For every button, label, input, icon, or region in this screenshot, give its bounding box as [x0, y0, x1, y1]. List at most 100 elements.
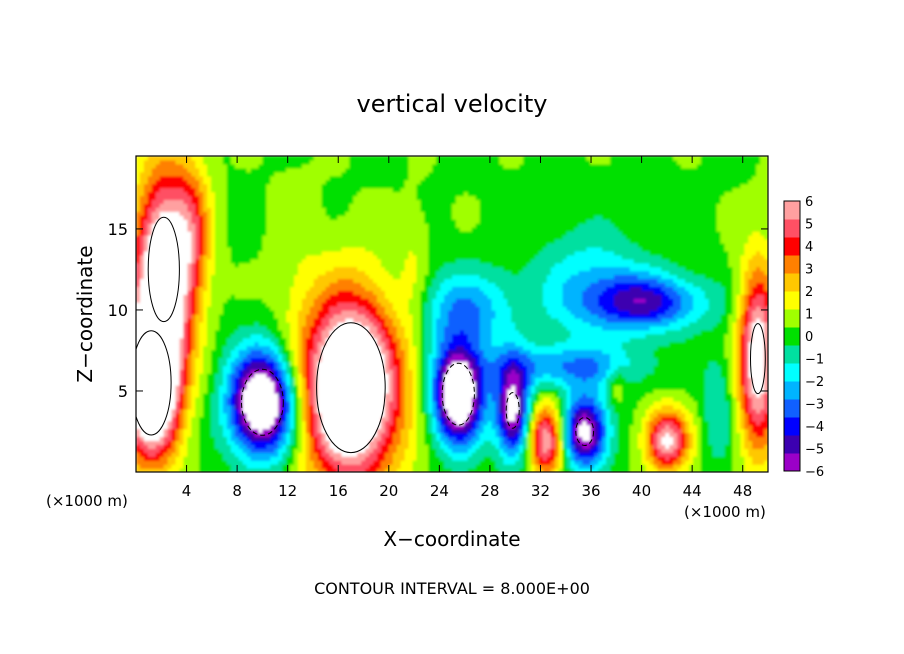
- heatmap-cell: [586, 404, 591, 410]
- heatmap-cell: [175, 424, 181, 430]
- heatmap-cell: [570, 408, 576, 414]
- heatmap-cell: [274, 432, 279, 438]
- heatmap-cell: [606, 385, 611, 390]
- heatmap-cell: [455, 428, 461, 434]
- heatmap-cell: [222, 464, 228, 469]
- heatmap-cell: [254, 373, 260, 378]
- heatmap-cell: [704, 424, 710, 430]
- heatmap-cell: [179, 408, 184, 414]
- heatmap-cell: [475, 412, 481, 418]
- heatmap-cell: [392, 464, 398, 469]
- heatmap-cell: [689, 420, 694, 426]
- heatmap-cell: [313, 468, 319, 472]
- heatmap-cell: [373, 404, 378, 410]
- heatmap-cell: [511, 444, 516, 449]
- heatmap-cell: [736, 373, 741, 378]
- heatmap-cell: [756, 381, 761, 386]
- heatmap-cell: [744, 389, 749, 394]
- heatmap-cell: [218, 349, 224, 355]
- heatmap-cell: [404, 460, 410, 465]
- heatmap-cell: [503, 357, 508, 362]
- heatmap-cell: [511, 377, 516, 382]
- heatmap-cell: [211, 428, 216, 434]
- heatmap-cell: [286, 460, 291, 465]
- heatmap-cell: [495, 420, 500, 426]
- heatmap-cell: [420, 349, 425, 355]
- heatmap-cell: [222, 436, 228, 441]
- heatmap-cell: [136, 353, 141, 359]
- heatmap-cell: [203, 436, 208, 441]
- heatmap-cell: [353, 404, 358, 410]
- heatmap-cell: [266, 404, 271, 410]
- heatmap-cell: [199, 404, 204, 410]
- heatmap-cell: [325, 365, 331, 370]
- heatmap-cell: [195, 448, 200, 453]
- heatmap-cell: [380, 393, 386, 398]
- heatmap-cell: [487, 365, 493, 370]
- heatmap-cell: [420, 432, 425, 438]
- heatmap-cell: [542, 460, 548, 465]
- heatmap-cell: [436, 424, 441, 430]
- heatmap-cell: [258, 404, 263, 410]
- heatmap-cell: [218, 424, 224, 430]
- heatmap-cell: [531, 428, 536, 434]
- heatmap-cell: [329, 349, 335, 355]
- heatmap-cell: [598, 436, 603, 441]
- heatmap-cell: [629, 440, 635, 445]
- heatmap-cell: [748, 389, 753, 394]
- heatmap-cell: [242, 349, 248, 355]
- heatmap-cell: [752, 428, 757, 434]
- heatmap-cell: [610, 452, 615, 457]
- heatmap-cell: [412, 436, 418, 441]
- heatmap-cell: [534, 444, 540, 449]
- heatmap-cell: [558, 365, 564, 370]
- heatmap-cell: [760, 432, 765, 438]
- heatmap-cell: [436, 412, 441, 418]
- heatmap-cell: [602, 381, 607, 386]
- heatmap-cell: [365, 357, 370, 362]
- heatmap-cell: [657, 389, 662, 394]
- heatmap-cell: [380, 444, 386, 449]
- heatmap-cell: [286, 452, 291, 457]
- heatmap-cell: [376, 464, 382, 469]
- heatmap-cell: [586, 420, 591, 426]
- heatmap-cell: [487, 357, 493, 362]
- heatmap-cell: [309, 349, 315, 355]
- heatmap-cell: [602, 452, 607, 457]
- heatmap-cell: [203, 424, 208, 430]
- heatmap-cell: [538, 436, 544, 441]
- heatmap-cell: [704, 468, 710, 472]
- heatmap-cell: [329, 365, 335, 370]
- heatmap-cell: [602, 389, 607, 394]
- heatmap-cell: [570, 389, 576, 394]
- heatmap-cell: [254, 424, 260, 430]
- heatmap-cell: [534, 349, 540, 355]
- heatmap-cell: [610, 404, 615, 410]
- heatmap-cell: [681, 353, 686, 359]
- heatmap-cell: [147, 381, 153, 386]
- heatmap-cell: [317, 396, 323, 402]
- heatmap-cell: [274, 412, 279, 418]
- heatmap-cell: [349, 404, 354, 410]
- heatmap-cell: [728, 381, 734, 386]
- heatmap-cell: [554, 424, 560, 430]
- heatmap-cell: [294, 373, 299, 378]
- heatmap-cell: [147, 448, 153, 453]
- heatmap-cell: [716, 464, 722, 469]
- heatmap-cell: [349, 365, 354, 370]
- heatmap-cell: [515, 404, 520, 410]
- heatmap-cell: [448, 349, 453, 355]
- heatmap-cell: [475, 432, 481, 438]
- heatmap-cell: [740, 369, 745, 374]
- heatmap-cell: [313, 424, 319, 430]
- heatmap-cell: [586, 361, 591, 366]
- heatmap-cell: [286, 361, 291, 366]
- heatmap-cell: [546, 432, 552, 438]
- heatmap-cell: [171, 432, 177, 438]
- heatmap-cell: [760, 460, 765, 465]
- heatmap-cell: [732, 412, 737, 418]
- heatmap-cell: [199, 412, 204, 418]
- heatmap-cell: [384, 385, 390, 390]
- heatmap-cell: [440, 448, 445, 453]
- heatmap-cell: [732, 357, 737, 362]
